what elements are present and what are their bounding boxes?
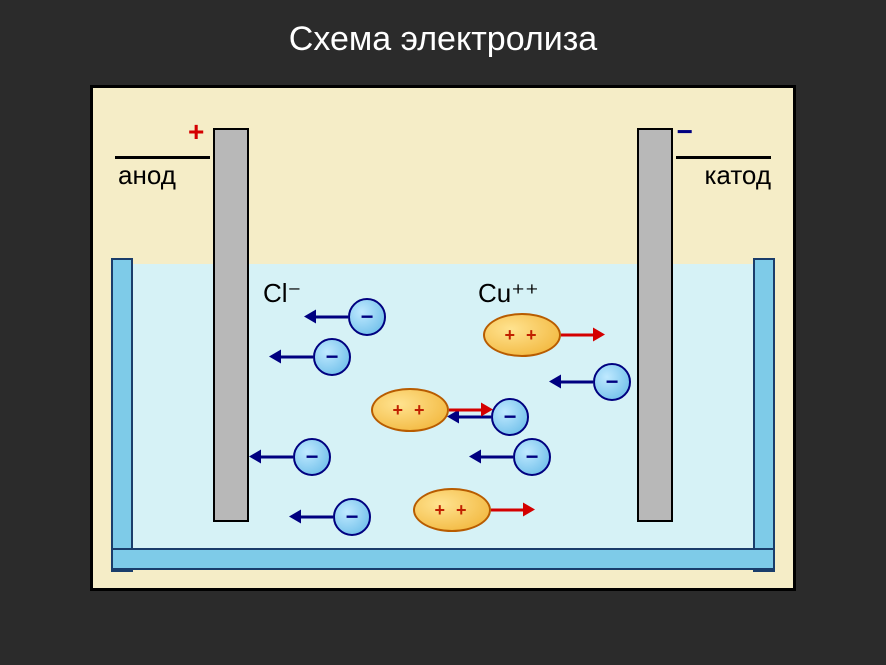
cathode-sign-icon: − bbox=[677, 116, 693, 148]
cathode-label: катод bbox=[704, 160, 771, 191]
cl-ion-icon: − bbox=[313, 338, 351, 376]
beaker-wall-right bbox=[753, 258, 775, 572]
electrolysis-diagram: Схема электролиза + − анод катод Cl⁻ Cu⁺… bbox=[0, 0, 886, 665]
cl-ion: − bbox=[491, 398, 529, 436]
cl-ion-icon: − bbox=[593, 363, 631, 401]
beaker-wall-left bbox=[111, 258, 133, 572]
cu-ion: + + bbox=[371, 388, 449, 432]
cl-ion: − bbox=[313, 338, 351, 376]
cl-ion: − bbox=[333, 498, 371, 536]
cl-ion-icon: − bbox=[491, 398, 529, 436]
ion-arrow-icon bbox=[561, 381, 593, 384]
cu-ion: + + bbox=[413, 488, 491, 532]
beaker-wall-bottom bbox=[111, 548, 775, 570]
cl-ion: − bbox=[293, 438, 331, 476]
cl-ion-icon: − bbox=[333, 498, 371, 536]
anode-label: анод bbox=[118, 160, 176, 191]
ion-arrow-icon bbox=[301, 516, 333, 519]
cl-ion-icon: − bbox=[348, 298, 386, 336]
cu-ion-icon: + + bbox=[371, 388, 449, 432]
cl-ion: − bbox=[593, 363, 631, 401]
cl-ion-icon: − bbox=[513, 438, 551, 476]
anode-sign-icon: + bbox=[188, 116, 204, 148]
ion-arrow-icon bbox=[281, 356, 313, 359]
ion-arrow-icon bbox=[481, 456, 513, 459]
anode-electrode bbox=[213, 128, 249, 522]
diagram-frame: + − анод катод Cl⁻ Cu⁺⁺ −−−−−−−+ ++ ++ + bbox=[90, 85, 796, 591]
cu-ion-icon: + + bbox=[483, 313, 561, 357]
cl-ion-label: Cl⁻ bbox=[263, 278, 301, 309]
ion-arrow-icon bbox=[491, 509, 523, 512]
cl-ion-icon: − bbox=[293, 438, 331, 476]
cathode-electrode bbox=[637, 128, 673, 522]
cu-ion-icon: + + bbox=[413, 488, 491, 532]
cathode-label-line bbox=[676, 156, 771, 159]
anode-label-line bbox=[115, 156, 210, 159]
cu-ion: + + bbox=[483, 313, 561, 357]
ion-arrow-icon bbox=[261, 456, 293, 459]
ion-arrow-icon bbox=[561, 334, 593, 337]
diagram-title: Схема электролиза bbox=[0, 0, 886, 59]
cl-ion: − bbox=[348, 298, 386, 336]
ion-arrow-icon bbox=[316, 316, 348, 319]
cu-ion-label: Cu⁺⁺ bbox=[478, 278, 539, 309]
ion-arrow-icon bbox=[449, 409, 481, 412]
cl-ion: − bbox=[513, 438, 551, 476]
